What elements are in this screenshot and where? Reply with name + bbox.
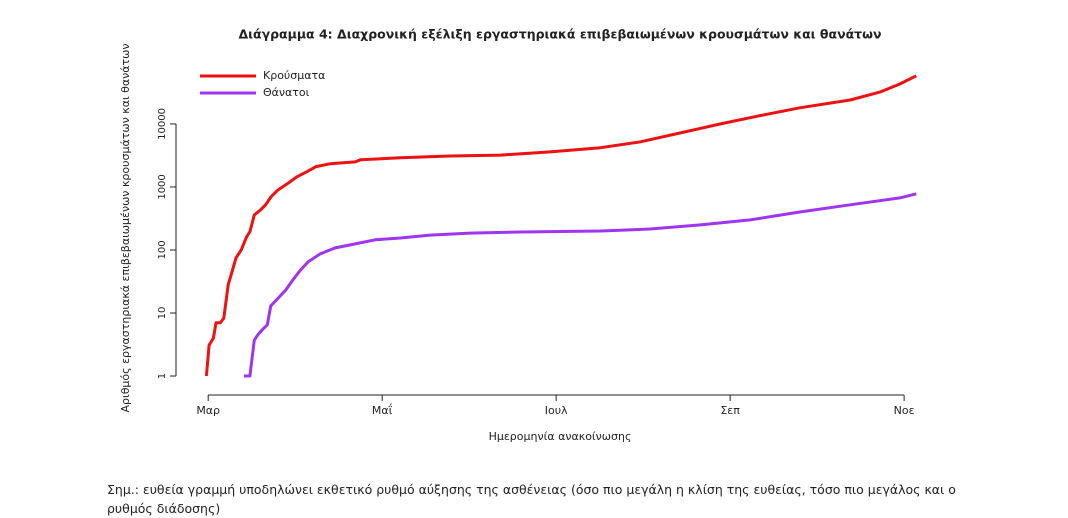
x-tick-label: Νοε	[894, 404, 915, 417]
x-tick-label: Μαΐ	[372, 403, 393, 417]
legend-label: Θάνατοι	[263, 86, 310, 99]
y-tick-label: 1	[157, 373, 168, 379]
x-axis-label: Ημερομηνία ανακοίνωσης	[489, 430, 632, 443]
footnote: Σημ.: ευθεία γραμμή υποδηλώνει εκθετικό …	[107, 482, 956, 516]
y-tick-label: 10	[157, 307, 168, 320]
series-line	[204, 74, 917, 377]
y-tick-label: 10000	[157, 108, 168, 140]
y-tick-label: 100	[157, 240, 168, 259]
x-tick-label: Ιουλ	[545, 404, 568, 417]
chart-title: Διάγραμμα 4: Διαχρονική εξέλιξη εργαστηρ…	[238, 27, 881, 42]
y-tick-label: 1000	[157, 174, 168, 199]
y-axis-label: Αριθμός εργαστηριακά επιβεβαιωμένων κρου…	[119, 43, 132, 412]
legend-label: Κρούσματα	[263, 69, 325, 82]
chart: Διάγραμμα 4: Διαχρονική εξέλιξη εργαστηρ…	[119, 27, 917, 443]
x-tick-label: Μαρ	[196, 404, 220, 417]
x-tick-label: Σεπ	[720, 404, 740, 417]
series-line	[243, 192, 917, 378]
